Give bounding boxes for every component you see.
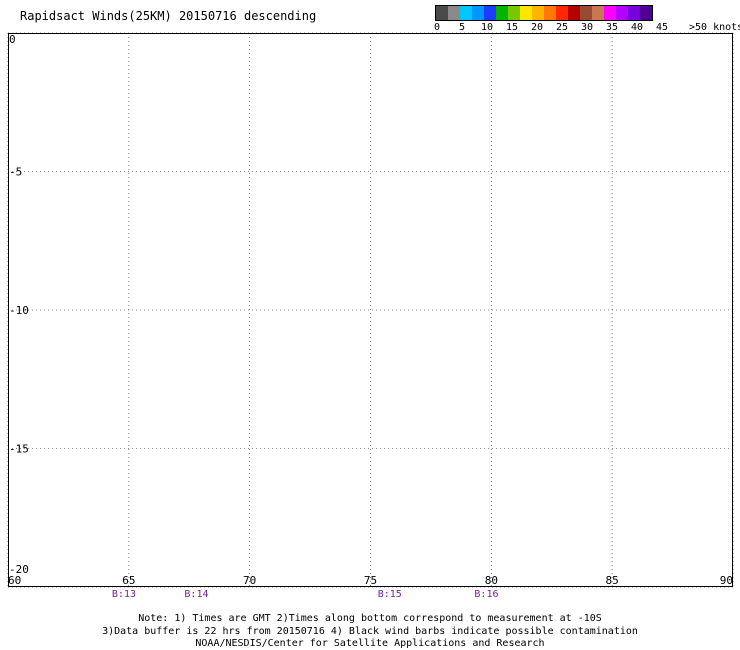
beam-label: B:13 (112, 589, 136, 600)
legend-swatch (472, 6, 484, 20)
note-line-1: Note: 1) Times are GMT 2)Times along bot… (138, 613, 602, 624)
legend-tick-label: 20 (530, 22, 544, 33)
legend-swatch (544, 6, 556, 20)
note-line-2: 3)Data buffer is 22 hrs from 20150716 4)… (102, 626, 638, 637)
beam-label: B:15 (378, 589, 402, 600)
legend-swatch (628, 6, 640, 20)
lat-lon-grid (7, 32, 734, 588)
latitude-label: -20 (9, 563, 29, 576)
legend-tick-label: 40 (630, 22, 644, 33)
legend-swatch (592, 6, 604, 20)
beam-label: B:14 (184, 589, 208, 600)
latitude-label: -5 (9, 166, 22, 179)
legend-swatch (520, 6, 532, 20)
legend-tick-label: 15 (505, 22, 519, 33)
legend-swatch (532, 6, 544, 20)
legend-tick-label: 45 (655, 22, 669, 33)
legend-tick-label: 10 (480, 22, 494, 33)
beam-label: B:16 (474, 589, 498, 600)
legend-swatch (496, 6, 508, 20)
axis-labels: 60 65 70 75 80 85 90 0 -5 -10 -15 -20 (8, 33, 733, 587)
latitude-label: -15 (9, 443, 29, 456)
legend-swatch (484, 6, 496, 20)
legend-color-bar (435, 5, 653, 21)
legend-swatch (448, 6, 460, 20)
legend-swatch (616, 6, 628, 20)
wind-map: 60 65 70 75 80 85 90 0 -5 -10 -15 -20 B:13 B:14 B:15 B… (7, 32, 734, 600)
longitude-label: 90 (720, 574, 733, 587)
legend-tick-label: 0 (433, 22, 441, 33)
legend-tick-label: 5 (458, 22, 466, 33)
legend-tick-label: 35 (605, 22, 619, 33)
map-frame (8, 33, 733, 587)
legend-tick-label: 30 (580, 22, 594, 33)
legend-tick-label: 25 (555, 22, 569, 33)
legend-tick-label: >50 knots (689, 22, 740, 33)
legend-swatch (580, 6, 592, 20)
legend-swatch (556, 6, 568, 20)
legend-tick-labels: 0 5 10 15 20 25 30 35 40 45 >50 knots (433, 22, 740, 36)
latitude-label: 0 (9, 33, 16, 46)
wind-speed-legend: 0 5 10 15 20 25 30 35 40 45 >50 knots (433, 5, 740, 41)
note-line-3: NOAA/NESDIS/Center for Satellite Applica… (195, 638, 545, 649)
longitude-label: 80 (485, 574, 498, 587)
legend-swatch (436, 6, 448, 20)
legend-swatch (568, 6, 580, 20)
longitude-label: 60 (8, 574, 21, 587)
latitude-label: -10 (9, 304, 29, 317)
longitude-label: 75 (364, 574, 377, 587)
longitude-label: 70 (243, 574, 256, 587)
longitude-label: 65 (122, 574, 135, 587)
legend-swatch (460, 6, 472, 20)
legend-swatch (604, 6, 616, 20)
map-title: Rapidsact Winds(25KM) 20150716 descendin… (20, 9, 317, 23)
legend-swatch (640, 6, 652, 20)
longitude-label: 85 (606, 574, 619, 587)
legend-swatch (508, 6, 520, 20)
